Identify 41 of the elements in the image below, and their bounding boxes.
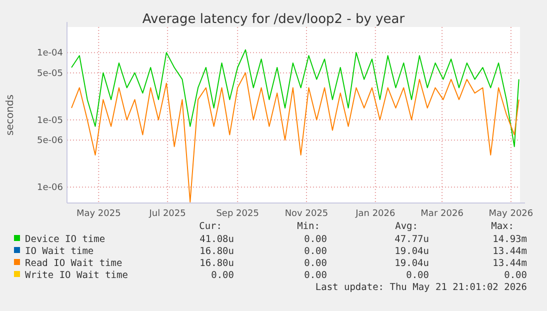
- text: Min:: [297, 221, 320, 232]
- legend-label: Device IO time: [25, 234, 106, 245]
- legend-label: Read IO Wait time: [25, 258, 123, 269]
- text: 0.00: [304, 270, 328, 281]
- x-tick-label: May 2025: [76, 209, 121, 219]
- text: 19.04u: [394, 246, 429, 257]
- chart-title: Average latency for /dev/loop2 - by year: [142, 12, 406, 27]
- x-tick-label: Jul 2025: [148, 209, 186, 219]
- text: Max:: [491, 221, 514, 232]
- line-series: [71, 72, 520, 203]
- x-tick-label: Sep 2025: [216, 209, 259, 219]
- legend-label: IO Wait time: [25, 246, 94, 257]
- x-tick-label: Jan 2026: [354, 209, 396, 219]
- y-axis-title: seconds: [5, 94, 16, 136]
- text: 47.77u: [394, 234, 429, 245]
- text: 0.00: [304, 234, 328, 245]
- text: 19.04u: [394, 258, 429, 269]
- text: 0.00: [504, 270, 528, 281]
- text: 0.00: [304, 246, 328, 257]
- text: 0.00: [211, 270, 234, 281]
- line-series: [71, 49, 520, 148]
- y-tick-label: 5e-06: [37, 136, 64, 146]
- text: 0.00: [304, 258, 328, 269]
- text: Last update: Thu May 21 21:01:02 2026: [315, 282, 528, 293]
- text: 13.44m: [492, 258, 528, 269]
- y-tick-label: 1e-04: [37, 48, 64, 59]
- text: 16.80u: [200, 246, 234, 257]
- y-tick-label: 1e-06: [37, 183, 64, 194]
- text: 0.00: [406, 270, 430, 281]
- x-tick-label: May 2026: [488, 209, 534, 219]
- text: Avg:: [395, 221, 418, 232]
- text: Cur:: [199, 221, 222, 232]
- text: 14.93m: [492, 234, 528, 245]
- text: 16.80u: [200, 258, 234, 269]
- y-tick-label: 5e-05: [37, 68, 63, 79]
- text: 13.44m: [492, 246, 528, 257]
- legend-label: Write IO Wait time: [25, 270, 128, 281]
- x-tick-label: Nov 2025: [284, 209, 328, 219]
- text: 41.08u: [200, 234, 234, 245]
- x-tick-label: Mar 2026: [420, 209, 464, 219]
- y-tick-label: 1e-05: [37, 116, 63, 126]
